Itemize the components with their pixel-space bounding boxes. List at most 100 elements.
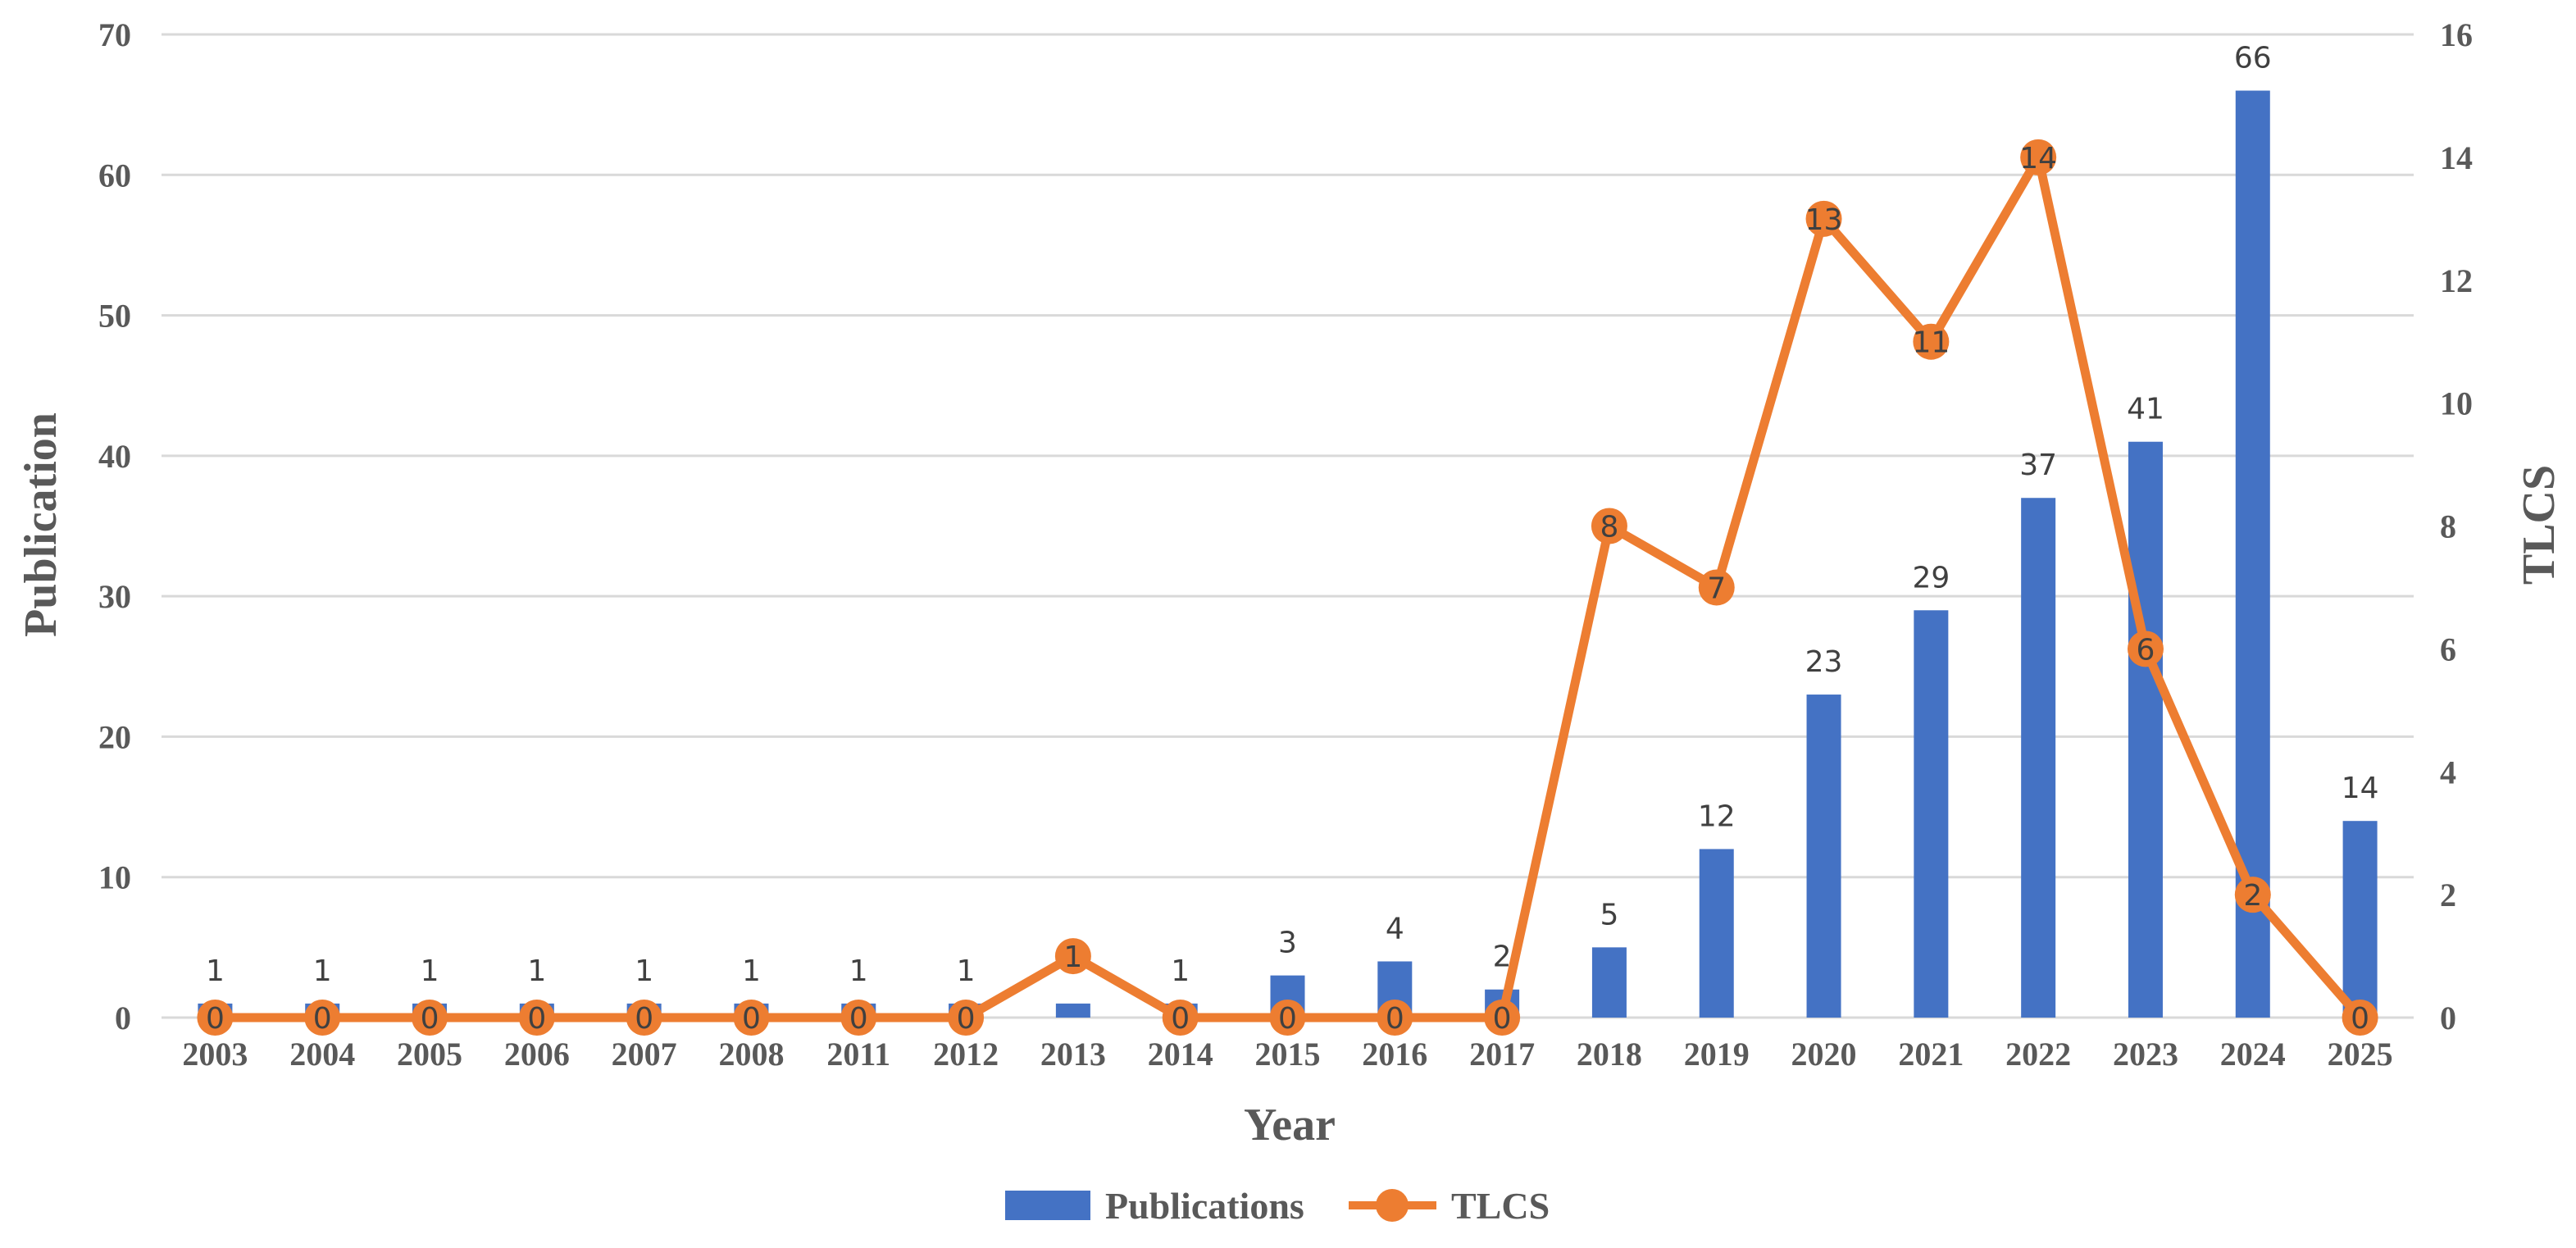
- line-data-label: 13: [1805, 203, 1843, 237]
- bar-data-label: 1: [206, 954, 225, 988]
- line-data-label: 2: [2243, 879, 2262, 913]
- line-data-label: 7: [1707, 572, 1726, 605]
- line-data-label: 0: [1386, 1002, 1404, 1036]
- line-data-label: 0: [1278, 1002, 1297, 1036]
- legend-label-tlcs: TLCS: [1451, 1185, 1550, 1227]
- tlcs-point: [518, 1000, 555, 1036]
- x-tick-label: 2019: [1684, 1036, 1750, 1073]
- x-tick-label: 2016: [1362, 1036, 1427, 1073]
- legend-label-publications: Publications: [1105, 1185, 1304, 1227]
- y2-tick-label: 4: [2440, 754, 2456, 790]
- x-tick-label: 2023: [2113, 1036, 2178, 1073]
- y-tick-label: 20: [98, 718, 131, 755]
- y2-tick-label: 16: [2440, 16, 2473, 53]
- bar-publications: [2342, 821, 2378, 1018]
- tlcs-line: [197, 139, 2378, 1036]
- bar-publications: [1806, 695, 1841, 1018]
- y-tick-label: 40: [98, 438, 131, 475]
- x-tick-label: 2015: [1255, 1036, 1321, 1073]
- x-tick-label: 2017: [1469, 1036, 1535, 1073]
- legend-marker-tlcs: [1376, 1189, 1409, 1222]
- tlcs-point: [2127, 631, 2164, 667]
- bar-data-label: 1: [421, 954, 439, 988]
- line-data-label: 0: [206, 1002, 225, 1036]
- tlcs-point: [1162, 1000, 1199, 1036]
- tlcs-point: [948, 1000, 985, 1036]
- bar-publications: [2128, 441, 2163, 1018]
- tlcs-point: [1698, 569, 1735, 606]
- x-tick-label: 2018: [1577, 1036, 1642, 1073]
- bar-data-label: 14: [2342, 772, 2379, 805]
- line-data-label: 14: [2019, 142, 2057, 175]
- bar-data-label: 66: [2234, 42, 2272, 75]
- x-tick-label: 2005: [397, 1036, 462, 1073]
- x-tick-label: 2007: [612, 1036, 677, 1073]
- x-tick-label: 2008: [718, 1036, 784, 1073]
- bar-data-label: 1: [527, 954, 546, 988]
- line-data-label: 0: [635, 1002, 653, 1036]
- y-tick-label: 60: [98, 157, 131, 194]
- line-data-label: 0: [1171, 1002, 1190, 1036]
- bar-data-label: 41: [2127, 393, 2164, 426]
- tlcs-point: [840, 1000, 877, 1036]
- x-tick-label: 2011: [826, 1036, 890, 1073]
- tlcs-point: [1484, 1000, 1521, 1036]
- tlcs-point: [1913, 323, 1950, 360]
- y2-tick-label: 12: [2440, 262, 2473, 299]
- tlcs-point: [1269, 1000, 1306, 1036]
- line-data-label: 0: [849, 1002, 868, 1036]
- bar-data-label: 1: [957, 954, 976, 988]
- x-tick-label: 2003: [182, 1036, 248, 1073]
- gridlines: [162, 33, 2414, 1019]
- tlcs-point: [626, 1000, 662, 1036]
- bar-data-label: 1: [1171, 954, 1190, 988]
- line-data-label: 8: [1600, 511, 1618, 544]
- line-data-label: 0: [957, 1002, 976, 1036]
- bar-publications: [1914, 610, 1949, 1018]
- bar-data-label: 3: [1278, 927, 1297, 960]
- line-data-label: 0: [421, 1002, 439, 1036]
- tlcs-point: [733, 1000, 770, 1036]
- x-tick-label: 2024: [2220, 1036, 2286, 1073]
- y2-tick-label: 8: [2440, 508, 2456, 545]
- y-tick-label: 30: [98, 578, 131, 615]
- bar-data-label: 1: [313, 954, 332, 988]
- x-tick-label: 2025: [2328, 1036, 2393, 1073]
- line-data-label: 0: [527, 1002, 546, 1036]
- bar-data-label: 12: [1698, 799, 1736, 833]
- bar-publications: [2021, 498, 2056, 1018]
- bar-data-label: 4: [1386, 912, 1404, 945]
- line-data-label: 0: [1493, 1002, 1512, 1036]
- line-data-label: 0: [313, 1002, 332, 1036]
- x-axis-title: Year: [1244, 1100, 1336, 1150]
- x-tick-label: 2020: [1791, 1036, 1857, 1073]
- x-tick-label: 2012: [933, 1036, 999, 1073]
- bar-publications: [1699, 849, 1734, 1018]
- tlcs-point: [1805, 200, 1842, 237]
- tlcs-point: [412, 1000, 448, 1036]
- tlcs-point: [1591, 508, 1627, 544]
- y2-axis-title: TLCS: [2514, 465, 2565, 585]
- y-tick-label: 10: [98, 859, 131, 896]
- y-tick-label: 70: [98, 16, 131, 53]
- line-data-label: 11: [1912, 326, 1950, 360]
- x-tick-label: 2022: [2005, 1036, 2071, 1073]
- tlcs-point: [2234, 877, 2271, 913]
- y2-tick-label: 10: [2440, 385, 2473, 422]
- bar-data-label: 2: [1493, 941, 1512, 974]
- y2-tick-label: 2: [2440, 877, 2456, 913]
- y2-tick-label: 6: [2440, 631, 2456, 667]
- bar-data-label: 29: [1912, 561, 1950, 594]
- bar-data-label: 5: [1600, 898, 1618, 931]
- y-axis-title: Publication: [16, 412, 66, 637]
- line-data-label: 0: [2351, 1002, 2369, 1036]
- bar-publications: [1055, 1003, 1090, 1018]
- bar-publications: [1591, 947, 1627, 1018]
- y-tick-label: 0: [115, 1000, 131, 1036]
- legend-swatch-publications: [1005, 1191, 1090, 1220]
- y-tick-label: 50: [98, 298, 131, 335]
